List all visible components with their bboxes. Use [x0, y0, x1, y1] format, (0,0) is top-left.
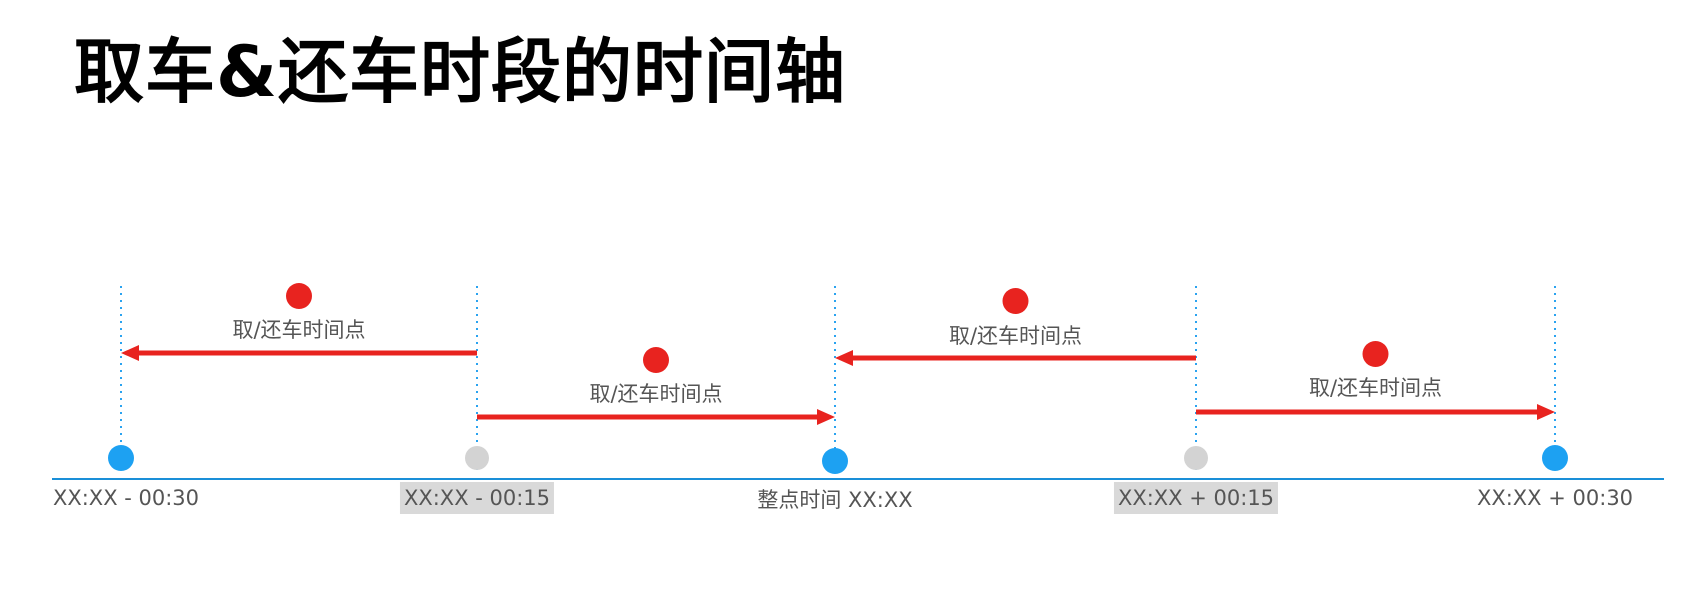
page-title: 取车&还车时段的时间轴 — [74, 31, 847, 113]
tick-label: XX:XX - 00:15 — [399, 482, 555, 514]
segment-arrow-head — [817, 409, 835, 425]
tick-label: 整点时间 XX:XX — [757, 488, 913, 512]
segment-arrow-head — [1537, 404, 1555, 420]
segment-arrow-head — [121, 345, 139, 361]
tick-label: XX:XX - 00:30 — [52, 486, 200, 510]
tick-label: XX:XX + 00:30 — [1476, 486, 1634, 510]
tick-dot-minor — [465, 446, 489, 470]
tick-dot-major — [108, 445, 134, 471]
tick-dot-major — [822, 448, 848, 474]
segment-label: 取/还车时间点 — [948, 324, 1083, 348]
segment-marker-dot — [1002, 288, 1029, 314]
tick-dot-major — [1542, 445, 1568, 471]
segment-marker-dot — [286, 283, 312, 309]
tick-dot-minor — [1184, 446, 1208, 470]
segment-label: 取/还车时间点 — [1308, 376, 1443, 400]
tick-label: XX:XX + 00:15 — [1113, 482, 1279, 514]
segment-label: 取/还车时间点 — [589, 382, 723, 406]
segment-marker-dot — [643, 347, 669, 373]
segment-arrow-head — [835, 350, 853, 366]
segment-marker-dot — [1362, 341, 1389, 367]
segment-label: 取/还车时间点 — [232, 318, 366, 342]
